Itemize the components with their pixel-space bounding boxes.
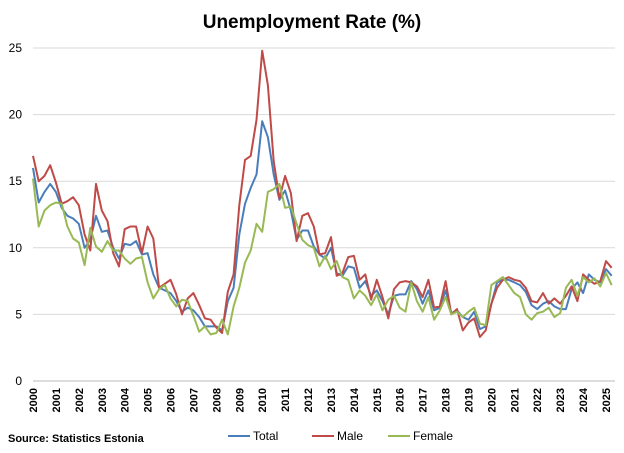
series-line-total xyxy=(32,120,613,332)
legend-label: Total xyxy=(253,429,278,443)
x-tick-label: 2010 xyxy=(257,388,269,412)
legend-item-male: Male xyxy=(312,429,363,443)
y-tick-label: 10 xyxy=(9,241,23,255)
x-tick-label: 2019 xyxy=(463,388,475,412)
x-tick-label: 2000 xyxy=(28,388,40,412)
y-axis-ticks: 0 5 10 15 20 25 xyxy=(9,41,23,388)
x-tick-label: 2013 xyxy=(326,388,338,412)
legend-label: Female xyxy=(413,429,453,443)
x-tick-label: 2021 xyxy=(509,388,521,412)
x-tick-label: 2007 xyxy=(188,388,200,412)
x-tick-label: 2024 xyxy=(578,387,590,412)
series-line-male xyxy=(32,49,613,338)
x-tick-label: 2022 xyxy=(532,388,544,412)
x-tick-label: 2020 xyxy=(486,388,498,412)
x-tick-label: 2014 xyxy=(349,387,361,412)
x-tick-label: 2023 xyxy=(555,388,567,412)
x-axis-ticks: 2000 2001 2002 2003 2004 2005 2006 2007 2008 2009… xyxy=(28,387,613,412)
x-tick-label: 2012 xyxy=(303,388,315,412)
x-tick-label: 2005 xyxy=(143,388,155,412)
legend-label: Male xyxy=(337,429,363,443)
legend-item-female: Female xyxy=(388,429,453,443)
x-tick-label: 2017 xyxy=(418,388,430,412)
y-tick-label: 20 xyxy=(9,108,23,122)
series-lines xyxy=(32,49,613,338)
y-tick-label: 5 xyxy=(15,307,22,321)
x-tick-label: 2004 xyxy=(120,387,132,412)
x-tick-label: 2002 xyxy=(74,388,86,412)
gridlines xyxy=(33,47,615,382)
y-tick-label: 15 xyxy=(9,174,23,188)
x-tick-label: 2016 xyxy=(395,388,407,412)
source-note: Source: Statistics Estonia xyxy=(8,433,145,445)
x-tick-label: 2015 xyxy=(372,388,384,412)
x-tick-label: 2018 xyxy=(441,388,453,412)
series-line-female xyxy=(32,178,613,336)
legend: Total Male Female xyxy=(228,429,453,443)
legend-item-total: Total xyxy=(228,429,278,443)
y-tick-label: 0 xyxy=(15,374,22,388)
x-tick-label: 2008 xyxy=(211,388,223,412)
x-tick-label: 2001 xyxy=(51,388,63,412)
x-tick-label: 2003 xyxy=(97,388,109,412)
chart-title: Unemployment Rate (%) xyxy=(203,12,422,33)
x-tick-label: 2025 xyxy=(601,388,613,412)
y-tick-label: 25 xyxy=(9,41,23,55)
x-tick-label: 2009 xyxy=(234,388,246,412)
x-tick-label: 2006 xyxy=(166,388,178,412)
x-tick-label: 2011 xyxy=(280,388,292,412)
